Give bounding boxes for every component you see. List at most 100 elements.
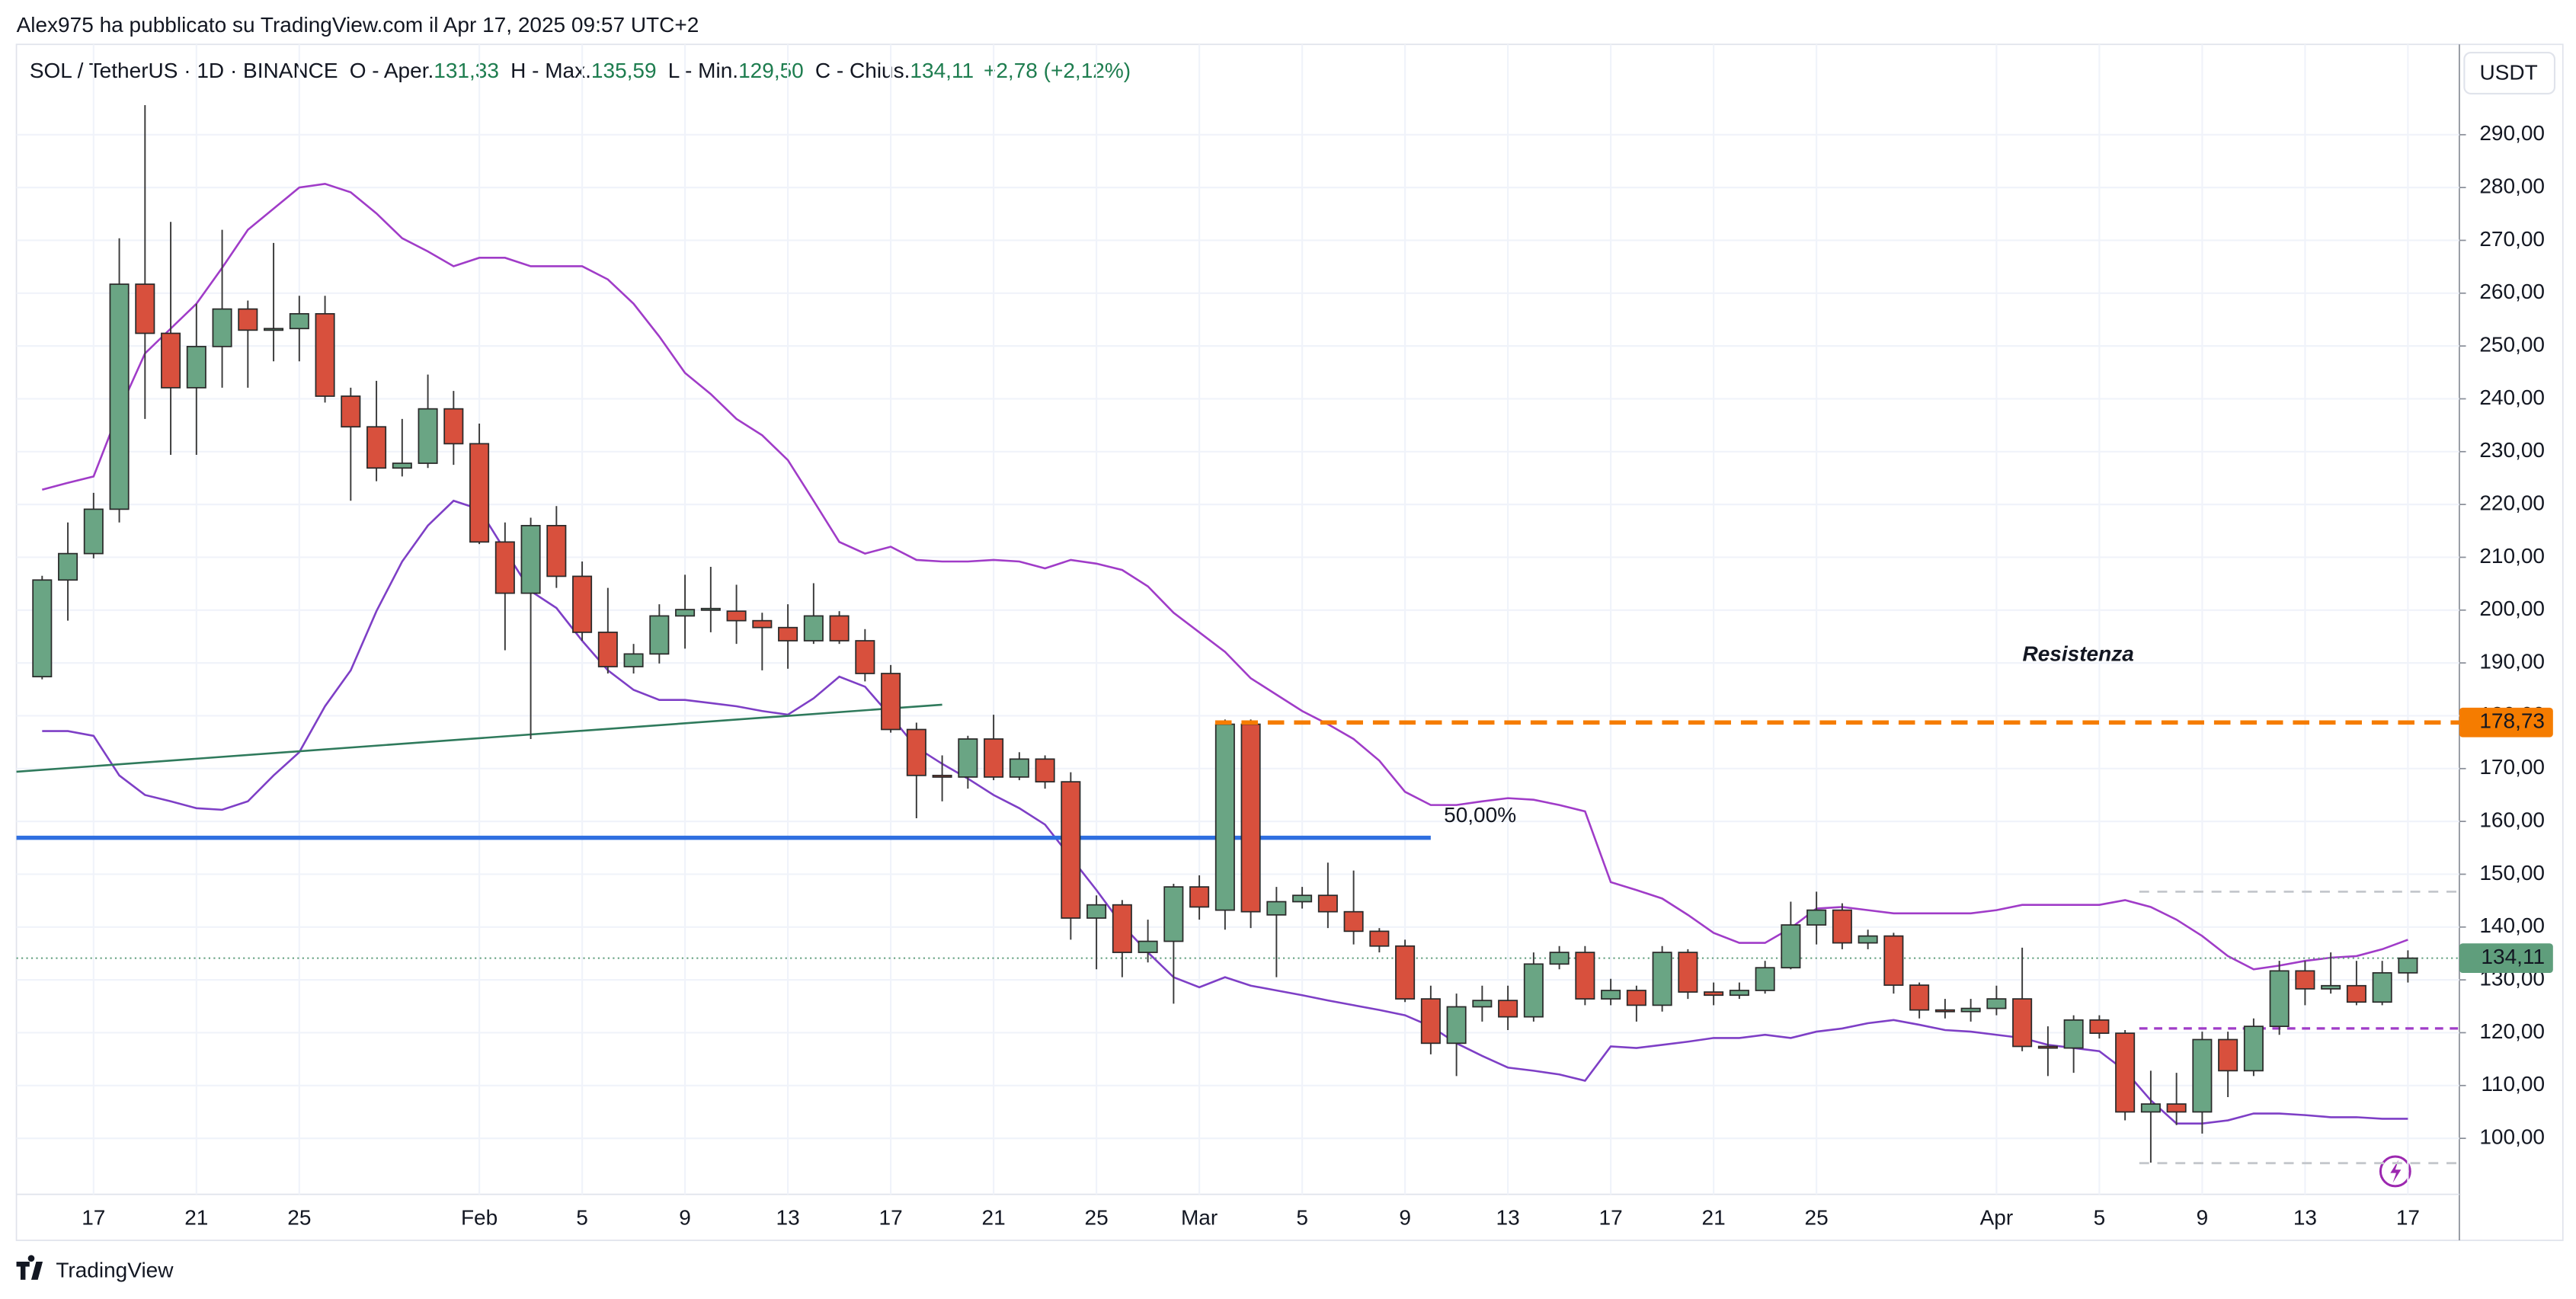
y-tick-label: 210,00 [2479,544,2545,568]
candle-body [726,610,747,622]
candle-body [829,615,850,642]
candle-body [623,653,644,667]
candle-body [597,632,618,667]
candle-body [1446,1006,1467,1045]
candle-body [1652,952,1672,1006]
currency: USDT [2479,60,2537,84]
candle-body [1523,963,1544,1018]
candle-body [546,525,567,578]
low-value: 129,50 [738,59,804,82]
x-tick-label: 17 [1599,1205,1623,1229]
band-line [41,182,2408,971]
legend: SOL / TetherUS · 1D · BINANCE O - Aper.13… [30,59,1131,82]
candle-body [1575,952,1595,1000]
candle-body [1549,952,1570,965]
resistance-label: Resistenza [2022,642,2133,665]
x-tick-label: 5 [576,1205,588,1229]
candle-body [2321,984,2341,990]
candle-body [1163,886,1184,942]
y-tick-label: 270,00 [2479,227,2545,251]
candle-body [1292,894,1313,903]
x-tick-label: 25 [1085,1205,1109,1229]
y-tick-label: 110,00 [2481,1072,2545,1096]
candle-body [1035,758,1055,782]
candle-body [1317,894,1338,913]
candle-body [1934,1009,1955,1013]
close-value: 134,11 [910,59,974,82]
y-tick-label: 220,00 [2479,491,2545,515]
y-tick-label: 100,00 [2479,1125,2545,1149]
candle-body [2089,1019,2110,1035]
candle-body [1214,723,1235,911]
x-tick-label: 21 [184,1205,208,1229]
candle-body [58,552,78,581]
candle-body [238,308,258,331]
resistance-price-label: 178,73 [2479,709,2545,733]
candle-body [1960,1007,1981,1013]
candle-body [855,640,875,674]
candle-body [984,738,1004,778]
x-tick-label: 9 [1399,1205,1411,1229]
candle-body [1343,910,1364,933]
candle-body [186,345,206,389]
high-value: 135,59 [591,59,657,82]
x-tick-label: 13 [1496,1205,1520,1229]
open-value: 131,33 [434,59,499,82]
y-tick-label: 290,00 [2479,121,2545,145]
candle-body [1883,935,1904,986]
candle-body [1061,781,1081,919]
candle-body [392,462,412,469]
x-tick-label: 5 [1296,1205,1308,1229]
y-tick-label: 120,00 [2479,1019,2545,1043]
candle-body [932,774,952,778]
candle-body [1009,758,1029,778]
candle-body [1369,930,1390,947]
candle-body [803,615,824,642]
y-tick-label: 260,00 [2479,280,2545,303]
candle-body [958,738,978,778]
candle-body [700,607,721,611]
x-tick-label: Feb [461,1205,498,1229]
change: +2,78 (+2,12%) [984,59,1131,82]
candle-body [2012,998,2033,1048]
last-price-box [2459,943,2553,974]
candle-body [1986,998,2007,1009]
x-tick-label: 9 [2197,1205,2209,1229]
candle-body [2243,1025,2264,1072]
candle-body [778,626,798,642]
y-tick-label: 150,00 [2479,861,2545,885]
candle-body [2372,972,2392,1003]
candle-body [2269,970,2290,1028]
candle-body [1806,909,1827,926]
candle-body [1138,940,1158,953]
candle-body [2063,1019,2084,1049]
candle-body [1781,924,1801,969]
candle-body [83,508,104,555]
candle-body [315,312,335,397]
y-tick-label: 140,00 [2479,913,2545,937]
low-label: L - Min. [668,59,738,82]
currency-box[interactable] [2463,51,2556,95]
candle-body [2346,984,2366,1003]
candle-body [494,541,515,594]
y-tick-label: 230,00 [2479,438,2545,462]
candle-body [2115,1032,2136,1113]
brand-logo [16,1255,43,1280]
candle-body [649,615,670,655]
candle-body [366,426,387,469]
chart-frame [15,43,2564,1241]
high-label: H - Max. [510,59,591,82]
candle-body [469,443,490,543]
candle-body [675,609,696,617]
x-tick-label: 21 [982,1205,1006,1229]
x-tick-label: 25 [287,1205,311,1229]
alert-icon[interactable] [2379,1155,2411,1188]
candle-body [2398,957,2418,974]
last-price-label: 134,11 [2481,945,2545,968]
candle-body [109,283,130,510]
candle-body [32,579,53,678]
x-tick-label: 5 [2094,1205,2106,1229]
trendline [16,703,942,773]
candle-body [135,283,155,334]
